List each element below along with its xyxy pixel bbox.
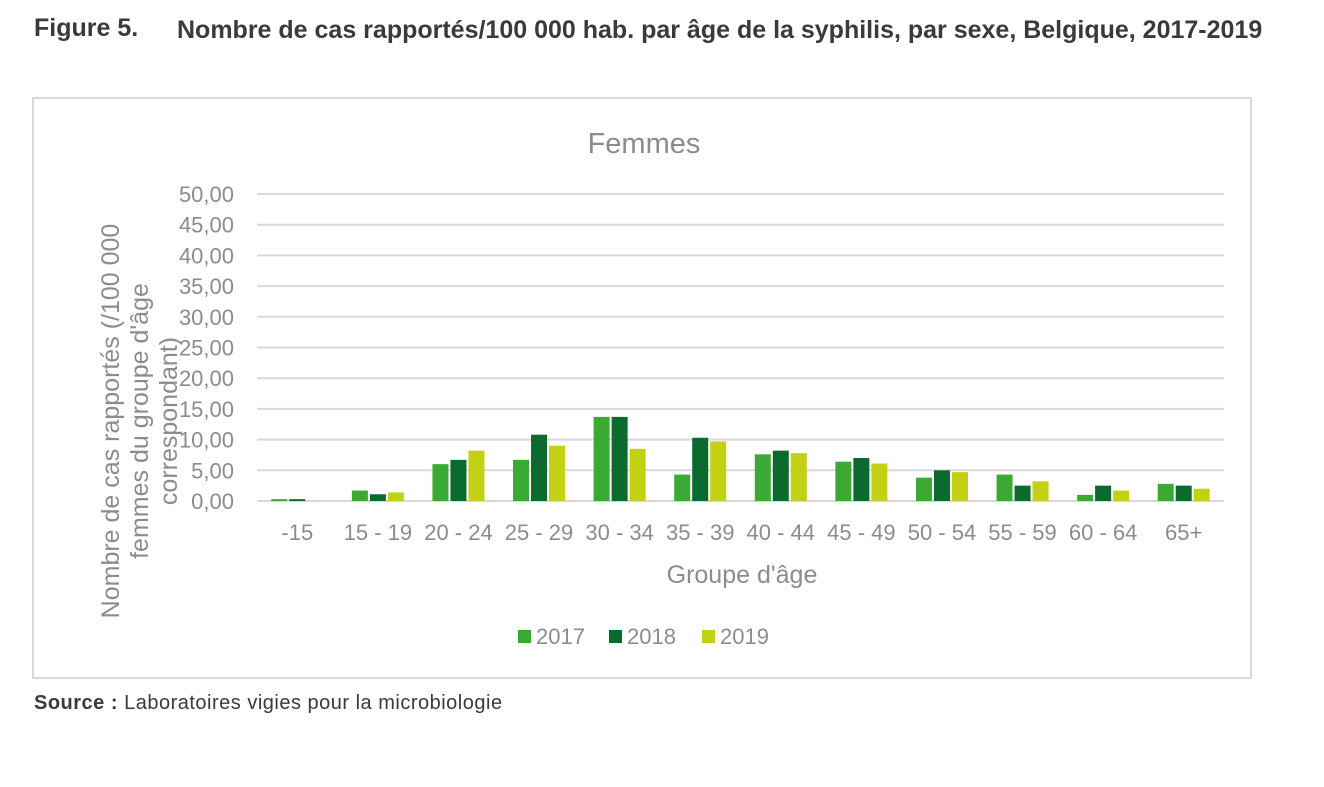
bar-2019: [387, 492, 404, 501]
x-tick-label: 30 - 34: [585, 520, 654, 545]
bar-2018: [1095, 485, 1112, 501]
bar-2017: [351, 490, 368, 501]
x-tick-label: 65+: [1165, 520, 1202, 545]
bar-2018: [692, 437, 709, 501]
y-tick-label: 20,00: [179, 366, 234, 391]
x-axis-ticks: -15 15 - 19 20 - 24 25 - 29 30 - 34 35 - 39 40…: [281, 520, 1202, 545]
bar-2017: [271, 499, 288, 501]
bar-2018: [531, 434, 548, 501]
bar-2019: [1193, 488, 1210, 501]
bar-2019: [951, 472, 968, 501]
x-tick-label: 15 - 19: [344, 520, 413, 545]
legend-label-2019: 2019: [720, 624, 769, 649]
bar-2018: [1175, 485, 1192, 501]
bar-2017: [754, 454, 771, 501]
x-tick-label: 55 - 59: [988, 520, 1057, 545]
legend-swatch-2019: [702, 630, 715, 643]
bar-chart: Femmes 0,00 5,00 10,00 15,00 20,00 25,00 30,00…: [97, 128, 1224, 649]
gridlines: [257, 193, 1224, 502]
bar-2019: [468, 450, 485, 501]
y-tick-label: 45,00: [179, 213, 234, 238]
y-tick-label: 15,00: [179, 397, 234, 422]
legend-label-2017: 2017: [536, 624, 585, 649]
bar-2017: [432, 464, 449, 501]
bar-2017: [835, 461, 852, 501]
legend-label-2018: 2018: [627, 624, 676, 649]
x-tick-label: 25 - 29: [505, 520, 574, 545]
y-axis-label: Nombre de cas rapportés (/100 000femmes …: [97, 224, 183, 619]
figure-title: Nombre de cas rapportés/100 000 hab. par…: [177, 16, 1263, 44]
legend-swatch-2018: [609, 630, 622, 643]
bar-2019: [871, 463, 888, 501]
bar-2017: [915, 477, 932, 501]
bar-2019: [629, 448, 646, 501]
y-axis-ticks: 0,00 5,00 10,00 15,00 20,00 25,00 30,00 35,00 40…: [179, 182, 234, 514]
chart-area: Femmes 0,00 5,00 10,00 15,00 20,00 25,00 30,00…: [32, 97, 1252, 679]
legend: 2017 2018 2019: [518, 624, 769, 649]
bar-2018: [933, 470, 950, 501]
bar-2019: [1032, 481, 1049, 501]
legend-swatch-2017: [518, 630, 531, 643]
x-tick-label: -15: [281, 520, 313, 545]
source-label: Source :: [34, 692, 119, 714]
x-tick-label: 35 - 39: [666, 520, 735, 545]
bar-2017: [513, 459, 530, 501]
y-tick-label: 30,00: [179, 305, 234, 330]
y-tick-label: 35,00: [179, 274, 234, 299]
x-tick-label: 50 - 54: [908, 520, 977, 545]
bar-2017: [1157, 483, 1174, 501]
y-tick-label: 40,00: [179, 243, 234, 268]
bar-2018: [289, 499, 306, 501]
y-axis-label-line: femmes du groupe d'âge: [126, 283, 154, 559]
bar-2019: [790, 453, 807, 501]
y-tick-label: 0,00: [191, 489, 234, 514]
y-tick-label: 25,00: [179, 336, 234, 361]
bar-2019: [1113, 490, 1130, 501]
y-axis-label-line: correspondant): [155, 337, 183, 505]
y-tick-label: 5,00: [191, 458, 234, 483]
bar-2018: [1014, 485, 1031, 501]
bar-2017: [593, 416, 610, 501]
x-tick-label: 20 - 24: [424, 520, 493, 545]
x-tick-label: 60 - 64: [1069, 520, 1138, 545]
bar-2018: [772, 450, 789, 501]
bars: [271, 416, 1210, 501]
bar-2019: [549, 445, 566, 501]
figure-label: Figure 5.: [34, 14, 139, 42]
bar-2018: [853, 458, 870, 501]
y-axis-label-line: Nombre de cas rapportés (/100 000: [97, 224, 125, 619]
bar-2017: [674, 474, 691, 501]
x-tick-label: 40 - 44: [747, 520, 816, 545]
bar-2017: [996, 474, 1013, 501]
source-text: Laboratoires vigies pour la microbiologi…: [124, 692, 503, 714]
bar-2018: [611, 416, 628, 501]
x-tick-label: 45 - 49: [827, 520, 896, 545]
bar-2018: [369, 494, 386, 501]
y-tick-label: 10,00: [179, 428, 234, 453]
bar-2017: [1077, 494, 1094, 501]
chart-title: Femmes: [588, 128, 701, 160]
y-tick-label: 50,00: [179, 182, 234, 207]
source-note: Source : Laboratoires vigies pour la mic…: [34, 692, 503, 715]
bar-2018: [450, 459, 467, 501]
bar-2019: [710, 441, 727, 501]
x-axis-label: Groupe d'âge: [667, 561, 818, 589]
